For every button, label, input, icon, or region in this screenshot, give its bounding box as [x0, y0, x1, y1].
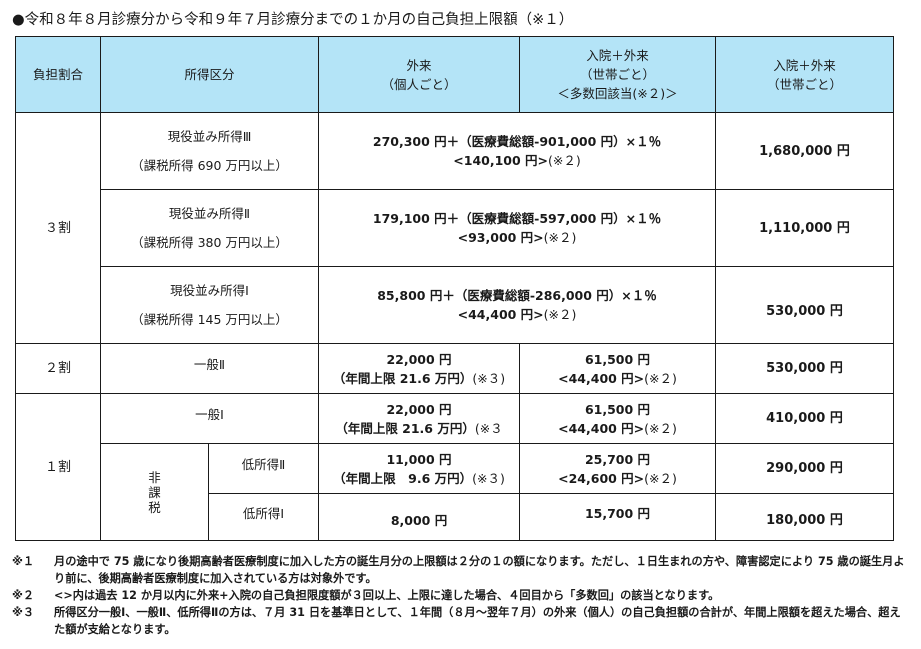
header-outpatient: 外来 （個人ごと）	[318, 36, 521, 113]
footnote-text: 所得区分一般Ⅰ、一般Ⅱ、低所得Ⅱの方は、７月 31 日を基準日として、１年間（８…	[54, 606, 901, 636]
income-cell: 現役並み所得Ⅱ （課税所得 380 万円以上）	[99, 189, 320, 267]
footnote-text: <>内は過去 12 か月以内に外来+入院の自己負担限度額が３回以上、上限に達した…	[54, 589, 720, 602]
footnote: ※３ 所得区分一般Ⅰ、一般Ⅱ、低所得Ⅱの方は、７月 31 日を基準日として、１年…	[12, 604, 907, 638]
footnote-text: 月の途中で 75 歳になり後期高齢者医療制度に加入した方の誕生月分の上限額は２分…	[54, 555, 905, 585]
combined-cell: 15,700 円	[519, 493, 717, 541]
header-combined-multi: 入院＋外来 （世帯ごと） ＜多数回該当(※２)＞	[519, 36, 717, 113]
formula-cell: 85,800 円＋（医療費総額-286,000 円）×１％ <44,400 円>…	[318, 266, 717, 344]
table-row: 現役並み所得Ⅱ （課税所得 380 万円以上） 179,100 円＋（医療費総額…	[16, 189, 895, 267]
income-cell: 低所得Ⅱ	[207, 443, 320, 494]
outpatient-cell: 11,000 円 （年間上限 9.6 万円）(※３)	[318, 443, 521, 494]
footnote-mark: ※１	[12, 555, 35, 568]
ratio-cell: ３割	[15, 112, 101, 344]
formula-cell: 270,300 円＋（医療費総額-901,000 円）×１％ <140,100 …	[318, 112, 717, 190]
household-cell: 1,110,000 円	[715, 189, 895, 267]
ratio-cell: ２割	[15, 343, 101, 394]
combined-cell: 61,500 円 <44,400 円>(※２)	[519, 393, 717, 444]
outpatient-cell: 22,000 円 （年間上限 21.6 万円）(※３	[318, 393, 521, 444]
income-cell: 現役並み所得Ⅰ （課税所得 145 万円以上）	[99, 266, 320, 344]
outpatient-cell: 8,000 円	[318, 493, 521, 541]
footnote: ※１ 月の途中で 75 歳になり後期高齢者医療制度に加入した方の誕生月分の上限額…	[12, 553, 907, 587]
household-cell: 530,000 円	[715, 266, 895, 344]
non-taxable-cell: 非 課 税	[100, 443, 209, 541]
formula-cell: 179,100 円＋（医療費総額-597,000 円）×１％ <93,000 円…	[318, 189, 717, 267]
page-title: ●令和８年８月診療分から令和９年７月診療分までの１か月の自己負担上限額（※１）	[12, 12, 574, 28]
footnote-mark: ※３	[12, 606, 35, 619]
household-cell: 1,680,000 円	[715, 112, 895, 190]
combined-cell: 61,500 円 <44,400 円>(※２)	[519, 343, 717, 394]
income-cell: 現役並み所得Ⅲ （課税所得 690 万円以上）	[99, 112, 320, 190]
ratio-cell: １割	[15, 393, 101, 541]
income-cell: 低所得Ⅰ	[207, 493, 320, 541]
footnote: ※２ <>内は過去 12 か月以内に外来+入院の自己負担限度額が３回以上、上限に…	[12, 587, 907, 604]
table-row: ２割 一般Ⅱ 22,000 円 （年間上限 21.6 万円）(※３) 61,50…	[15, 343, 895, 394]
household-cell: 530,000 円	[715, 343, 895, 394]
household-cell: 410,000 円	[715, 393, 895, 444]
table-row: ３割 現役並み所得Ⅲ （課税所得 690 万円以上） 270,300 円＋（医療…	[15, 112, 895, 344]
header-income: 所得区分	[99, 36, 320, 113]
outpatient-cell: 22,000 円 （年間上限 21.6 万円）(※３)	[318, 343, 521, 394]
household-cell: 180,000 円	[715, 493, 895, 541]
table-row: １割 一般Ⅰ 22,000 円 （年間上限 21.6 万円）(※３ 61,500…	[15, 393, 895, 541]
household-cell: 290,000 円	[715, 443, 895, 494]
combined-cell: 25,700 円 <24,600 円>(※２)	[519, 443, 717, 494]
footnotes: ※１ 月の途中で 75 歳になり後期高齢者医療制度に加入した方の誕生月分の上限額…	[12, 553, 907, 638]
header-household: 入院＋外来 （世帯ごと）	[715, 36, 895, 113]
table-row: 非 課 税 低所得Ⅱ 11,000 円 （年間上限 9.6 万円）(※３) 25…	[16, 443, 895, 541]
income-cell: 一般Ⅱ	[99, 343, 320, 394]
table-row: 現役並み所得Ⅰ （課税所得 145 万円以上） 85,800 円＋（医療費総額-…	[16, 266, 895, 344]
header-ratio: 負担割合	[15, 36, 101, 113]
income-cell: 一般Ⅰ	[99, 393, 320, 444]
footnote-mark: ※２	[12, 589, 35, 602]
copay-limit-table: 負担割合 所得区分 外来 （個人ごと） 入院＋外来 （世帯ごと） ＜多数回該当(…	[15, 36, 895, 541]
header-row: 負担割合 所得区分 外来 （個人ごと） 入院＋外来 （世帯ごと） ＜多数回該当(…	[15, 36, 895, 113]
table-row: 低所得Ⅰ 8,000 円 15,700 円 180,000 円	[16, 493, 895, 541]
